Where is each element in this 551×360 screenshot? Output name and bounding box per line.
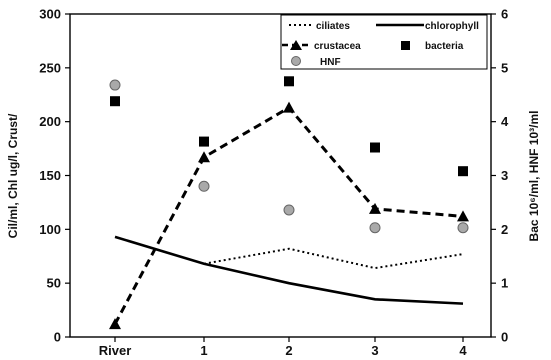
right-tick-label: 5	[501, 60, 508, 75]
series-bacteria-point	[370, 142, 380, 153]
left-tick-label: 150	[39, 168, 61, 183]
right-tick-label: 2	[501, 222, 508, 237]
x-tick-label: 4	[459, 343, 467, 358]
series-hnf-point	[198, 180, 210, 192]
series-bacteria-point	[284, 76, 294, 87]
legend-crustacea-label: crustacea	[314, 41, 361, 52]
legend-ciliates-label: ciliates	[316, 21, 350, 32]
series-hnf-point	[457, 222, 469, 234]
right-tick-label: 4	[501, 114, 509, 129]
left-tick-label: 50	[47, 276, 61, 291]
series-crustacea-point	[283, 101, 295, 113]
x-tick-label: 1	[200, 343, 207, 358]
series-hnf-point	[369, 222, 381, 234]
right-tick-label: 1	[501, 276, 508, 291]
series-ciliates-line	[203, 247, 464, 270]
left-axis-ticks: 0 50 100 150 200 250 300	[39, 7, 70, 345]
x-tick-label: 3	[371, 343, 378, 358]
right-tick-label: 0	[501, 330, 508, 345]
right-tick-label: 3	[501, 168, 508, 183]
left-tick-label: 250	[39, 60, 61, 75]
legend-bacteria-marker	[401, 41, 410, 50]
x-tick-label: 2	[285, 343, 292, 358]
series-crustacea-point	[198, 151, 210, 163]
legend-bacteria-label: bacteria	[425, 41, 464, 52]
left-tick-label: 0	[54, 330, 61, 345]
legend-chlorophyll-label: chlorophyll	[425, 21, 479, 32]
series-crustacea-point	[109, 318, 121, 330]
x-axis-ticks: River 1 2 3 4	[99, 337, 467, 358]
right-tick-label: 6	[501, 7, 508, 22]
series-crustacea-point	[369, 202, 381, 214]
right-axis-ticks: 0 1 2 3 4 5 6	[491, 7, 509, 345]
legend-crustacea-marker	[290, 40, 302, 50]
left-tick-label: 300	[39, 7, 61, 22]
left-tick-label: 200	[39, 114, 61, 129]
right-axis-title: Bac 10⁶/ml, HNF 10³/ml	[527, 111, 541, 242]
series-layer	[109, 76, 469, 330]
left-tick-label: 100	[39, 222, 61, 237]
series-hnf-point	[109, 79, 121, 91]
series-crustacea-point	[457, 210, 469, 222]
series-bacteria-point	[110, 96, 120, 107]
legend-hnf-marker	[291, 56, 301, 66]
left-axis-title: Cil/ml, Chl ug/l, Crust/	[6, 113, 20, 238]
legend-hnf-label: HNF	[320, 57, 341, 68]
x-tick-label: River	[99, 343, 132, 358]
series-bacteria-point	[199, 136, 209, 147]
legend: ciliates chlorophyll crustacea bacteria …	[280, 14, 488, 70]
series-crustacea-line	[113, 105, 464, 325]
series-hnf-point	[283, 204, 295, 216]
series-chlorophyll-line	[114, 235, 464, 305]
series-bacteria-point	[458, 166, 468, 177]
